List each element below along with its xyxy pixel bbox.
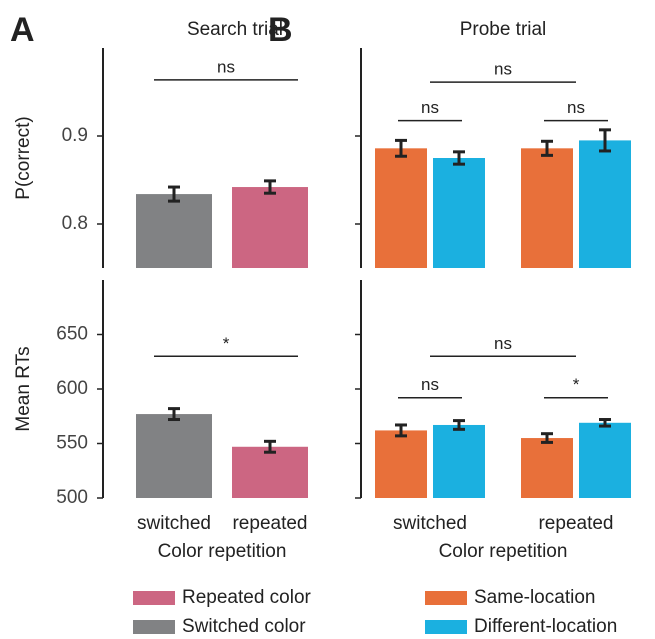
- bar: [232, 446, 308, 498]
- panel-label: B: [268, 11, 293, 49]
- legend-label: Repeated color: [182, 587, 312, 608]
- bar: [579, 140, 631, 268]
- bar: [433, 158, 485, 268]
- bar: [579, 422, 631, 498]
- bar: [521, 438, 573, 498]
- significance-label: ns: [494, 60, 512, 79]
- legend-label: Different-location: [474, 616, 617, 637]
- legend-label: Same-location: [474, 587, 595, 608]
- panel-title: Probe trial: [460, 19, 547, 40]
- significance-label: ns: [421, 98, 439, 117]
- y-tick-label: 500: [56, 487, 88, 508]
- x-axis-label: Color repetition: [439, 541, 568, 562]
- legend-swatch: [425, 620, 467, 634]
- y-tick-label: 0.9: [62, 125, 88, 146]
- x-tick-label: repeated: [538, 513, 613, 534]
- significance-label: *: [223, 334, 230, 353]
- significance-label: ns: [217, 57, 235, 76]
- y-tick-label: 600: [56, 378, 88, 399]
- y-tick-label: 0.8: [62, 213, 88, 234]
- legend-swatch: [425, 591, 467, 605]
- significance-label: ns: [421, 375, 439, 394]
- y-axis-label: P(correct): [13, 116, 34, 199]
- bar: [136, 414, 212, 498]
- x-axis-label: Color repetition: [158, 541, 287, 562]
- x-tick-label: switched: [137, 513, 211, 534]
- bar: [375, 148, 427, 268]
- significance-label: ns: [567, 98, 585, 117]
- bar: [136, 194, 212, 268]
- bar: [232, 187, 308, 268]
- panel-label: A: [10, 11, 35, 49]
- panel-title: Search trial: [187, 19, 283, 40]
- x-tick-label: switched: [393, 513, 467, 534]
- legend-label: Switched color: [182, 616, 306, 637]
- significance-label: ns: [494, 334, 512, 353]
- y-axis-label: Mean RTs: [13, 346, 34, 431]
- y-tick-label: 550: [56, 433, 88, 454]
- y-tick-label: 650: [56, 324, 88, 345]
- bar: [521, 148, 573, 268]
- bar: [433, 424, 485, 498]
- x-tick-label: repeated: [232, 513, 307, 534]
- significance-label: *: [573, 375, 580, 394]
- bar: [375, 430, 427, 498]
- legend-swatch: [133, 591, 175, 605]
- legend-swatch: [133, 620, 175, 634]
